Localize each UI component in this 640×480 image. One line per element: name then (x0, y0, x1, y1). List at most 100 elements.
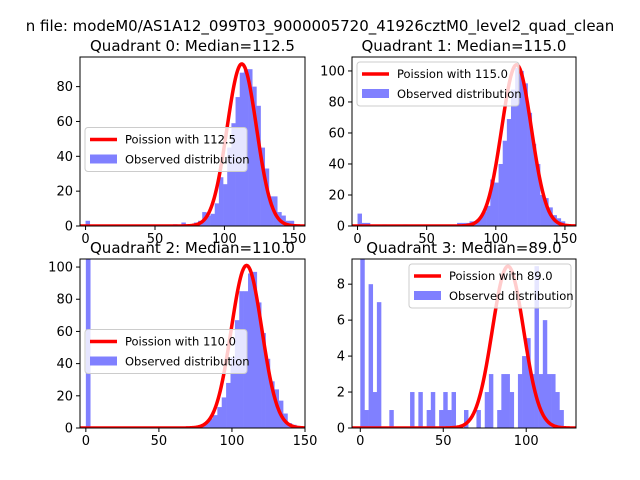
histogram-bar (486, 205, 491, 226)
histogram-bar (85, 220, 91, 226)
histogram-bar (410, 392, 415, 428)
histogram-bar (498, 163, 504, 226)
histogram-bar (502, 140, 508, 226)
histogram-bar (544, 198, 549, 226)
legend-swatch-observed (362, 89, 389, 98)
axes-frame (79, 258, 306, 429)
poisson-curve (80, 62, 305, 226)
x-tick-label: 0 (82, 434, 90, 449)
histogram-bar (540, 194, 545, 226)
x-tick-label: 100 (514, 434, 539, 449)
histogram-bar (555, 392, 560, 428)
histogram-bar (451, 392, 457, 428)
histogram-bar (490, 179, 495, 226)
x-tick-label: 0 (356, 434, 364, 449)
histogram-bar (372, 392, 378, 428)
histogram-bar (505, 374, 510, 428)
histogram-bar (488, 374, 494, 428)
histogram-bar (252, 271, 258, 428)
legend-label-observed: Observed distribution (449, 289, 574, 303)
histogram-bar (530, 374, 535, 428)
legend-label-poisson: Poission with 112.5 (125, 133, 236, 147)
subplot-2: 0 50 100 150 0 20 40 60 80 100 Quadrant 2: Median=… (48, 239, 317, 449)
y-tick-label: 40 (56, 357, 73, 372)
histogram-bar (268, 196, 274, 226)
y-tick-label: 80 (56, 80, 73, 95)
histogram-bar (522, 356, 527, 428)
axes-frame (351, 258, 577, 429)
plot-area (352, 259, 576, 428)
legend: Poission with 112.5 Observed distribution (84, 127, 250, 172)
legend-label-observed: Observed distribution (125, 355, 250, 369)
histogram-bar (364, 410, 369, 428)
y-tick-label: 60 (328, 126, 345, 141)
legend: Poission with 89.0 Observed distribution (408, 263, 574, 309)
histogram-bar (260, 147, 266, 226)
y-tick-label: 60 (56, 325, 73, 340)
axes-frame (351, 56, 577, 227)
x-tick-label: 150 (281, 232, 306, 247)
histogram-bar (289, 220, 295, 226)
histogram-bar (230, 357, 236, 428)
subplot-0: 0 50 100 150 0 20 40 60 80 Quadrant 0: Median=112… (56, 37, 306, 247)
x-tick-label: 150 (293, 434, 318, 449)
subplot-title: Quadrant 2: Median=110.0 (90, 239, 295, 257)
subplot-1: 0 50 100 150 0 20 40 60 80 100 Quadrant 1: Median=… (320, 37, 577, 247)
y-tick-label: 80 (328, 95, 345, 110)
histogram-bar (430, 392, 436, 428)
histogram-bar (208, 418, 214, 428)
histogram-bar (218, 177, 224, 226)
histogram-bar (418, 392, 423, 428)
figure-suptitle: n file: modeM0/AS1A12_099T03_9000005720_… (26, 17, 615, 36)
histogram-bar (281, 215, 286, 226)
histogram-bar (506, 119, 512, 226)
legend-box (356, 61, 520, 107)
histogram-bar (389, 410, 394, 428)
x-tick-label: 100 (220, 434, 245, 449)
subplot-title: Quadrant 0: Median=112.5 (90, 37, 295, 55)
histogram-bar (221, 397, 227, 428)
histogram-bar (360, 259, 365, 428)
histogram-bar (217, 407, 223, 428)
legend: Poission with 115.0 Observed distribution (356, 61, 522, 107)
histogram-bar (223, 184, 228, 226)
axes-frame (79, 56, 306, 227)
histogram-bar (527, 112, 533, 226)
histogram-bar (534, 266, 539, 428)
x-tick-label: 100 (212, 232, 237, 247)
x-tick-label: 100 (483, 232, 508, 247)
legend-box (408, 263, 572, 309)
histogram-bar (494, 182, 499, 226)
y-tick-label: 20 (56, 185, 73, 200)
histogram-bar (511, 89, 516, 226)
legend-label-poisson: Poission with 110.0 (125, 335, 236, 349)
y-tick-label: 8 (337, 278, 345, 293)
histogram-bar (256, 302, 262, 428)
histogram-bar (497, 410, 502, 428)
histogram-bar (464, 410, 469, 428)
histogram-bar (357, 213, 362, 226)
histogram-bar (546, 374, 552, 428)
x-tick-label: 50 (147, 232, 164, 247)
histogram-bar (509, 392, 515, 428)
histogram-bar (252, 86, 257, 226)
histogram-bar (476, 410, 481, 428)
histogram-bar (484, 392, 490, 428)
histogram-bar (481, 212, 487, 226)
y-tick-label: 20 (328, 188, 345, 203)
histogram-bar (526, 338, 531, 428)
histogram-bar (256, 105, 261, 226)
legend: Poission with 110.0 Observed distribution (84, 329, 250, 374)
y-tick-label: 100 (48, 261, 73, 276)
histogram-bar (368, 284, 374, 428)
histogram-bar (542, 320, 548, 428)
legend-swatch-observed (90, 154, 117, 164)
legend-label-observed: Observed distribution (125, 153, 250, 167)
histogram-bar (519, 70, 524, 226)
histogram-bar (551, 374, 556, 428)
histogram-bar (226, 382, 231, 428)
y-tick-label: 0 (337, 422, 345, 437)
y-tick-label: 0 (65, 220, 73, 235)
y-tick-label: 6 (337, 314, 345, 329)
